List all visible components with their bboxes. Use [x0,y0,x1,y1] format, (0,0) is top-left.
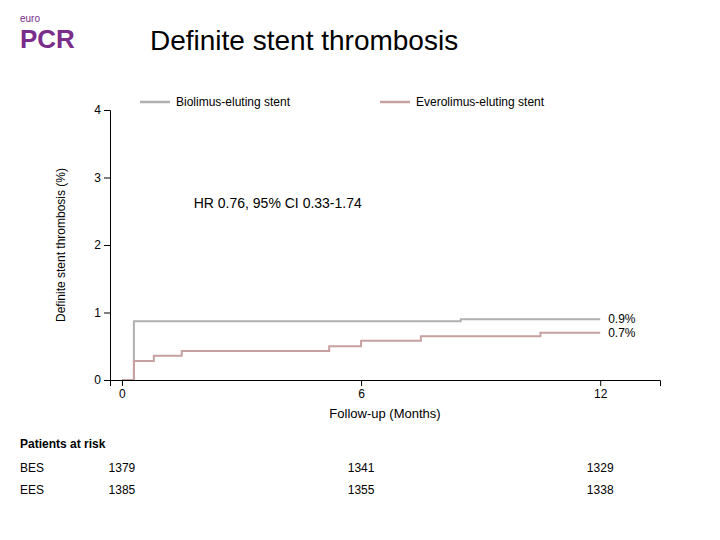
legend-item: Biolimus-eluting stent [140,95,291,109]
risk-table-count: 1338 [587,483,614,497]
x-tick: 0 [119,380,126,401]
x-tick-mark [600,380,601,386]
y-tick-mark [104,380,110,381]
chart: euroPCRDefinite stent thrombosis06120123… [0,0,720,540]
x-tick-label: 12 [594,387,608,401]
x-tick-label: 0 [119,387,126,401]
title: Definite stent thrombosis [150,25,458,56]
annotation: 0.7% [608,326,636,340]
y-tick: 0 [94,373,110,387]
x-tick-label: 6 [358,387,365,401]
x-tick: 6 [358,380,365,401]
x-axis-line [111,381,661,387]
y-axis: 0 1 2 3 4 [94,103,110,387]
legend: Biolimus-eluting stent Everolimus-eluting… [140,95,545,109]
risk-table-count: 1329 [587,461,614,475]
logo-text: euro [20,13,40,24]
x-tick: 12 [594,380,608,401]
risk-table-count: 1385 [109,483,136,497]
x-axis: 0 6 12 [111,380,661,401]
x-tick-mark [361,380,362,386]
annotation: HR 0.76, 95% CI 0.33-1.74 [194,195,362,211]
risk-table-title: Patients at risk [20,437,106,451]
risk-table-count: 1341 [348,461,375,475]
risk-table-count: 1355 [348,483,375,497]
y-tick-label: 1 [94,306,101,320]
x-axis-title: Follow-up (Months) [329,406,440,421]
y-tick-label: 3 [94,171,101,185]
legend-item: Everolimus-eluting stent [380,95,545,109]
plot-area: 061201234Follow-up (Months)Definite sten… [54,95,661,421]
y-tick-mark [104,245,110,246]
y-tick-mark [104,110,110,111]
y-tick-mark [104,178,110,179]
legend-swatch [140,101,170,104]
y-tick: 1 [94,306,110,320]
y-tick-label: 2 [94,238,101,252]
legend-label: Everolimus-eluting stent [416,95,545,109]
y-tick-label: 0 [94,373,101,387]
y-tick: 4 [94,103,110,117]
series-line [122,319,600,380]
y-tick: 3 [94,171,110,185]
y-tick-mark [104,313,110,314]
x-tick-mark [122,380,123,386]
risk-table-row-label: BES [20,461,44,475]
legend-label: Biolimus-eluting stent [176,95,291,109]
series-group [122,319,600,380]
y-tick-label: 4 [94,103,101,117]
series-line [122,333,600,380]
risk-table-count: 1379 [109,461,136,475]
y-axis-title: Definite stent thrombosis (%) [54,168,68,322]
y-axis-line [104,111,111,381]
logo-text: PCR [20,24,75,54]
legend-swatch [380,101,410,104]
risk-table-row-label: EES [20,483,44,497]
annotation: 0.9% [608,312,636,326]
y-tick: 2 [94,238,110,252]
